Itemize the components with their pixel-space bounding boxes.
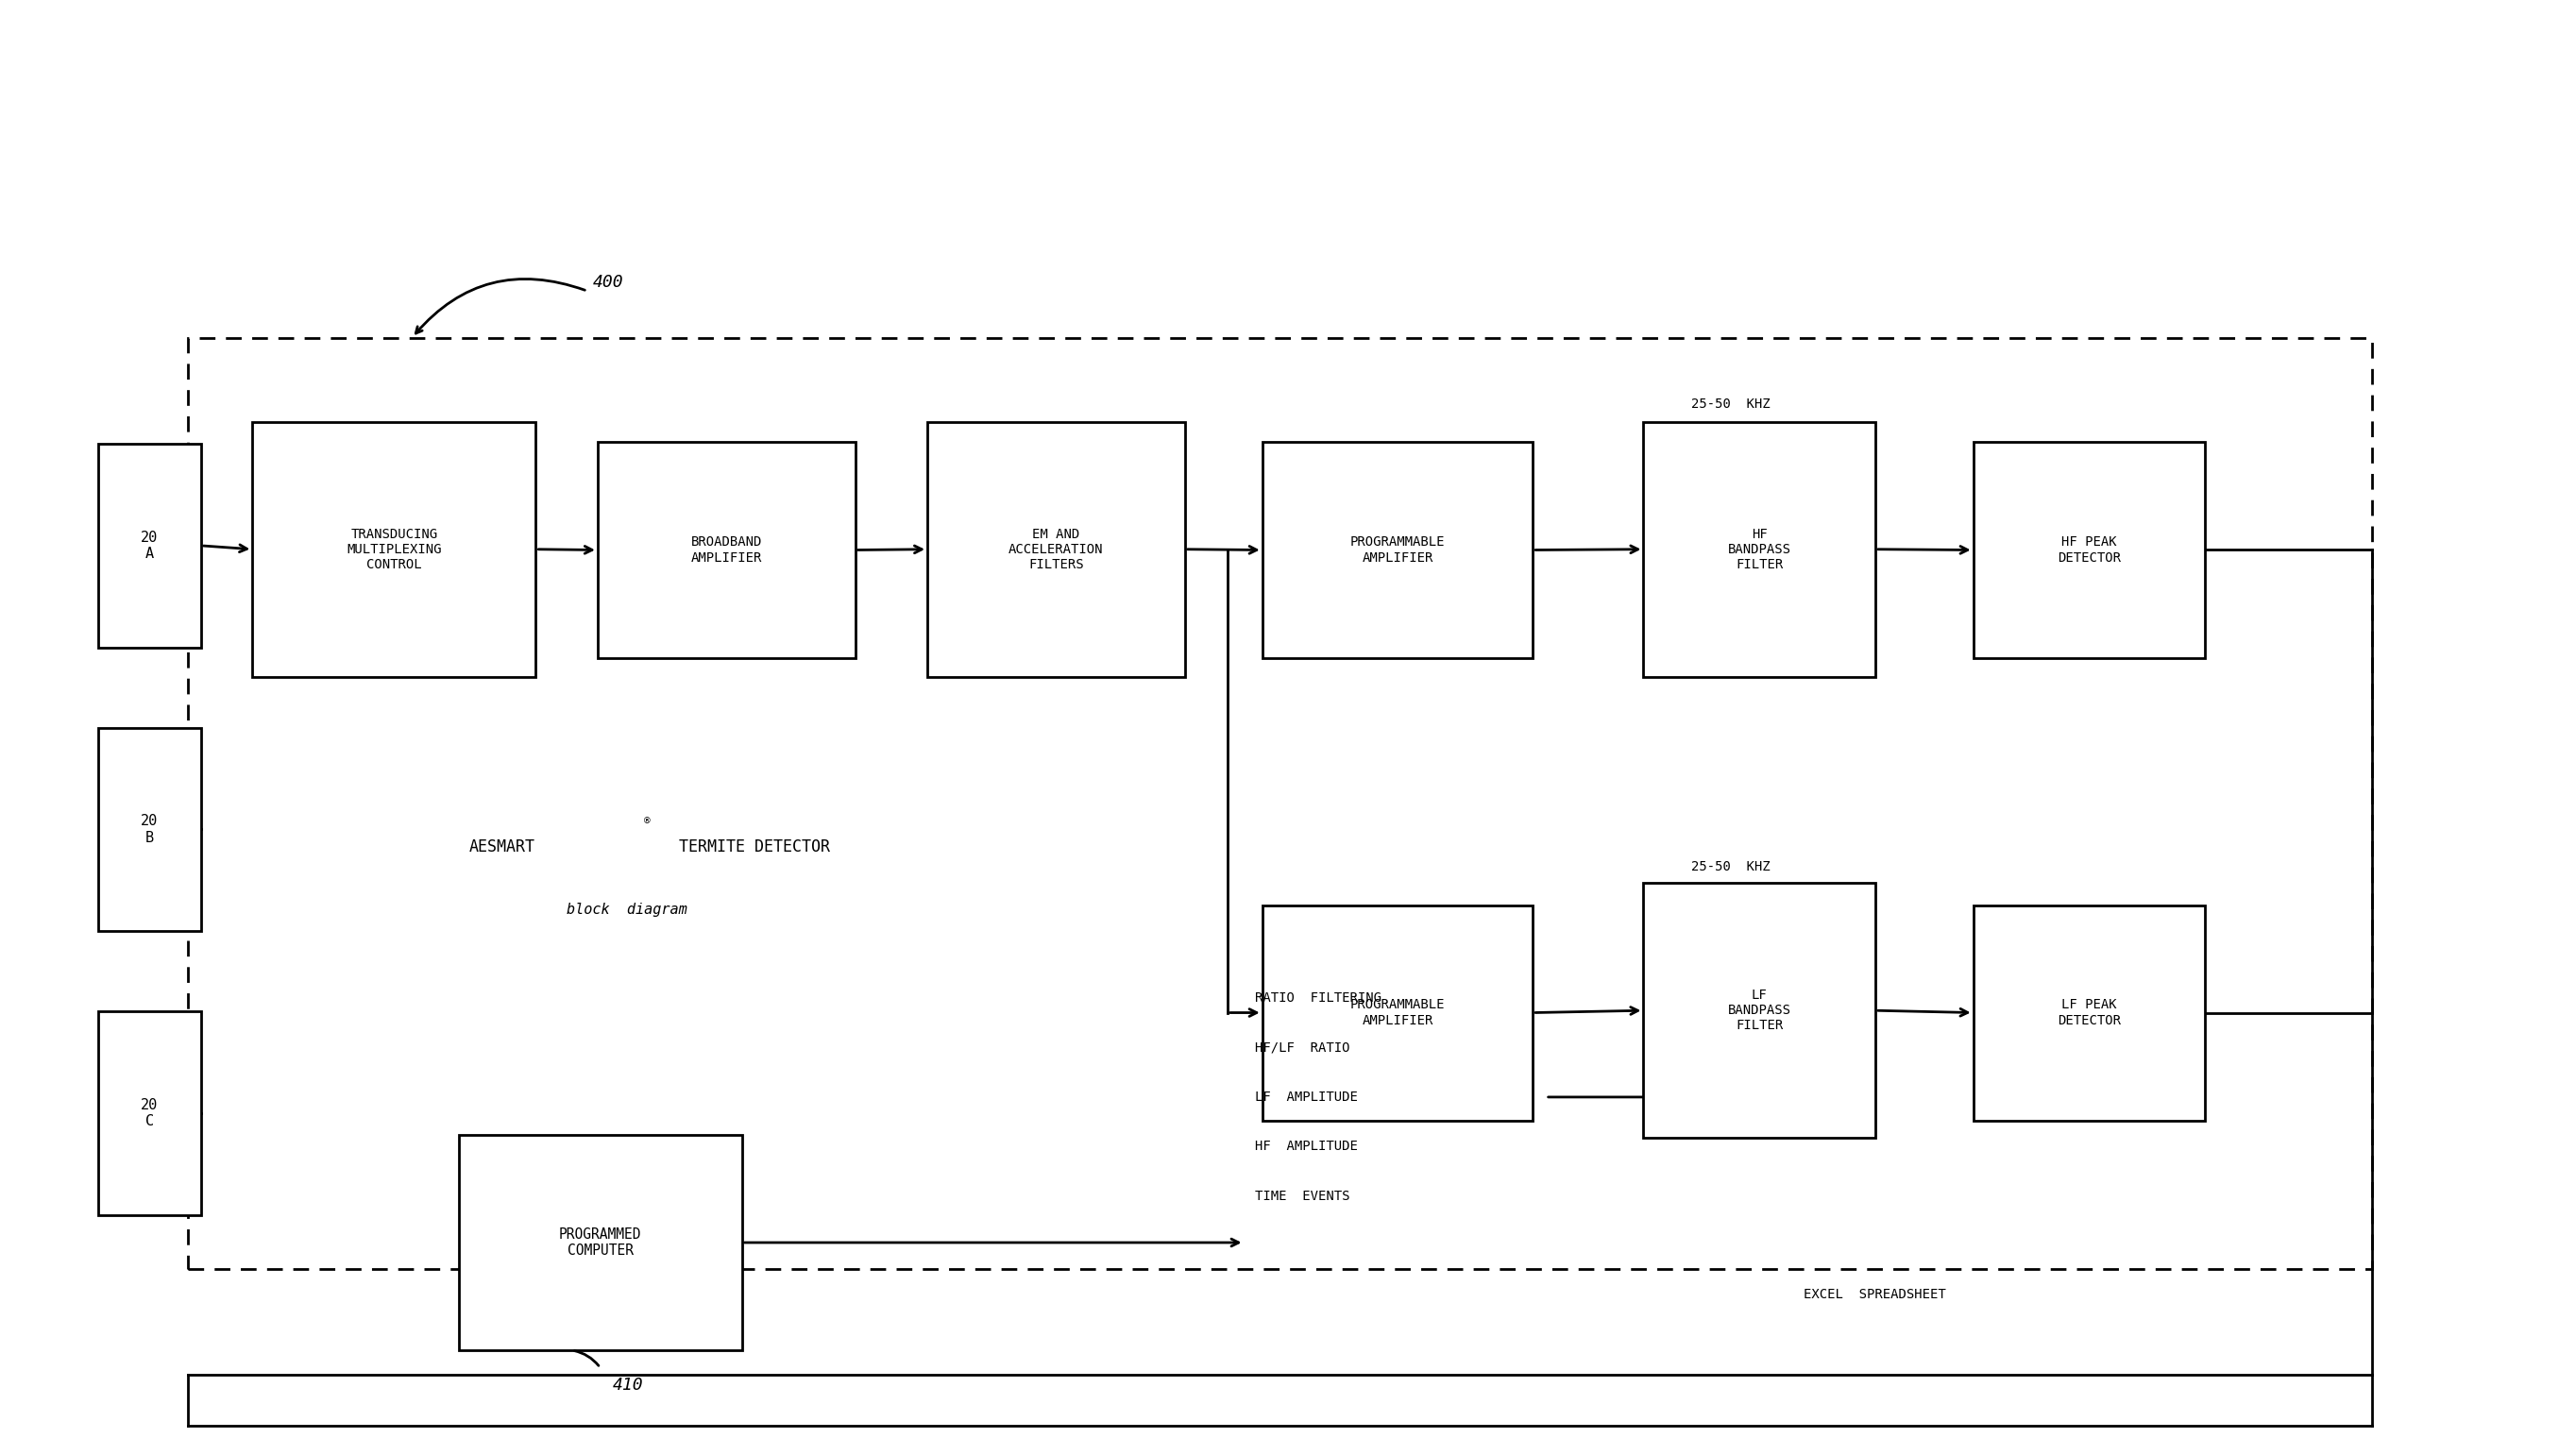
Text: HF
BANDPASS
FILTER: HF BANDPASS FILTER (1728, 527, 1790, 572)
Text: TERMITE DETECTOR: TERMITE DETECTOR (670, 838, 829, 856)
Text: HF PEAK
DETECTOR: HF PEAK DETECTOR (2058, 535, 2120, 565)
Bar (1262, 442, 1533, 658)
Text: EXCEL  SPREADSHEET: EXCEL SPREADSHEET (1803, 1288, 1945, 1302)
Text: ®: ® (644, 816, 649, 825)
Bar (252, 422, 536, 677)
Bar (98, 1011, 201, 1215)
Text: HF/LF  RATIO: HF/LF RATIO (1255, 1040, 1350, 1055)
Bar (598, 442, 855, 658)
Text: 20
C: 20 C (142, 1097, 157, 1129)
Text: AESMART: AESMART (469, 838, 536, 856)
Text: LF
BANDPASS
FILTER: LF BANDPASS FILTER (1728, 988, 1790, 1033)
Text: HF  AMPLITUDE: HF AMPLITUDE (1255, 1139, 1358, 1154)
Text: block  diagram: block diagram (567, 902, 688, 917)
Bar (1973, 442, 2205, 658)
Bar (927, 422, 1185, 677)
Text: BROADBAND
AMPLIFIER: BROADBAND AMPLIFIER (690, 535, 762, 565)
Text: TRANSDUCING
MULTIPLEXING
CONTROL: TRANSDUCING MULTIPLEXING CONTROL (348, 527, 440, 572)
Text: 25-50  KHZ: 25-50 KHZ (1692, 397, 1770, 410)
Text: 20
B: 20 B (142, 813, 157, 845)
Text: LF PEAK
DETECTOR: LF PEAK DETECTOR (2058, 998, 2120, 1027)
Text: 20
A: 20 A (142, 530, 157, 562)
Bar (188, 338, 2372, 1269)
Text: RATIO  FILTERING: RATIO FILTERING (1255, 991, 1381, 1005)
Text: PROGRAMMED
COMPUTER: PROGRAMMED COMPUTER (559, 1227, 641, 1259)
Text: EM AND
ACCELERATION
FILTERS: EM AND ACCELERATION FILTERS (1010, 527, 1103, 572)
Bar (98, 728, 201, 931)
Text: 400: 400 (592, 274, 623, 291)
Bar (459, 1135, 742, 1350)
Text: 410: 410 (613, 1376, 644, 1394)
Text: LF  AMPLITUDE: LF AMPLITUDE (1255, 1090, 1358, 1104)
Text: TIME  EVENTS: TIME EVENTS (1255, 1189, 1350, 1203)
Bar (1643, 422, 1875, 677)
Text: 25-50  KHZ: 25-50 KHZ (1692, 860, 1770, 873)
Text: PROGRAMMABLE
AMPLIFIER: PROGRAMMABLE AMPLIFIER (1350, 535, 1445, 565)
Bar (1973, 905, 2205, 1120)
Bar (1643, 883, 1875, 1138)
Bar (1262, 905, 1533, 1120)
Text: PROGRAMMABLE
AMPLIFIER: PROGRAMMABLE AMPLIFIER (1350, 998, 1445, 1027)
Bar (98, 444, 201, 647)
